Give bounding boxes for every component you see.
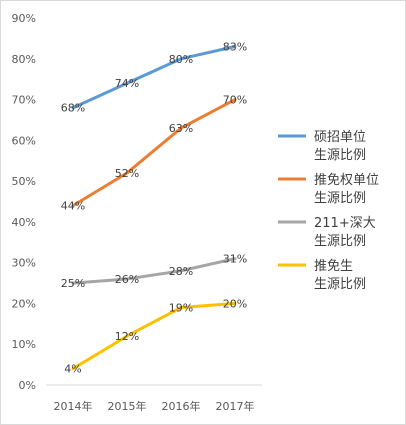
legend-label: 推免生 — [314, 259, 353, 274]
x-tick-label: 2016年 — [162, 399, 201, 413]
y-tick-label: 80% — [12, 53, 36, 66]
legend-label: 生源比例 — [314, 191, 366, 206]
data-label: 44% — [61, 200, 85, 213]
y-tick-label: 10% — [12, 338, 36, 351]
data-label: 12% — [115, 330, 139, 343]
data-label: 68% — [61, 102, 85, 115]
data-label: 63% — [169, 122, 193, 135]
legend-label: 生源比例 — [314, 234, 366, 249]
data-label: 20% — [223, 297, 247, 310]
y-tick-label: 90% — [12, 12, 36, 25]
series-lines-layer — [71, 45, 237, 371]
data-label: 31% — [223, 253, 247, 266]
x-tick-label: 2015年 — [108, 399, 147, 413]
data-label: 26% — [115, 273, 139, 286]
data-label: 4% — [64, 363, 81, 376]
legend-label: 推免权单位 — [314, 172, 379, 188]
y-tick-label: 0% — [19, 379, 36, 392]
data-label: 28% — [169, 265, 193, 278]
data-labels-layer: 68% 74% 80% 83% 44% 52% 63% 70% 25% 26% 28% 31% 4% 12… — [61, 41, 247, 376]
data-label: 74% — [115, 77, 139, 90]
legend-label: 211+深大 — [314, 216, 376, 231]
series-line-4 — [71, 301, 237, 371]
data-label: 70% — [223, 94, 247, 107]
y-tick-label: 20% — [12, 297, 36, 310]
x-tick-label: 2017年 — [216, 399, 255, 413]
y-tick-label: 60% — [12, 134, 36, 147]
legend-label: 硕招单位 — [314, 130, 366, 145]
data-label: 52% — [115, 167, 139, 180]
data-label: 83% — [223, 41, 247, 54]
data-label: 19% — [169, 302, 193, 315]
y-tick-label: 50% — [12, 175, 36, 188]
series-line-1 — [71, 45, 237, 110]
y-tick-label: 70% — [12, 94, 36, 107]
series-line-2 — [71, 98, 237, 208]
series-line-3 — [71, 257, 237, 285]
data-label: 80% — [169, 53, 193, 66]
y-tick-label: 30% — [12, 257, 36, 270]
axes-layer: 0% 10% 20% 30% 40% 50% 60% 70% 80% 90% 2014年 2015年 2… — [12, 12, 262, 413]
data-label: 25% — [61, 277, 85, 290]
legend-label: 生源比例 — [314, 277, 366, 292]
x-tick-label: 2014年 — [54, 399, 93, 413]
legend-label: 生源比例 — [314, 148, 366, 163]
y-tick-label: 40% — [12, 216, 36, 229]
